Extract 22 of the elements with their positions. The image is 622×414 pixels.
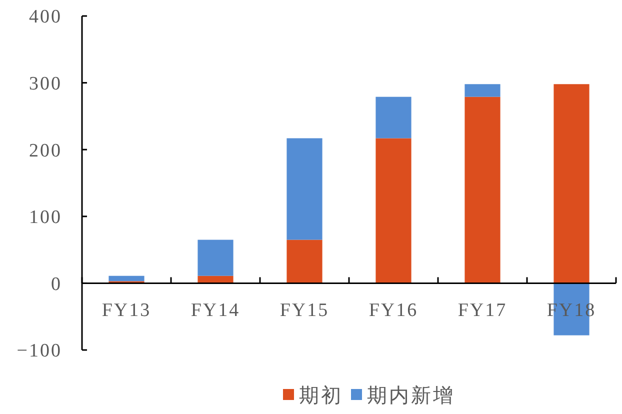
legend-label: 期内新增 [367, 385, 455, 407]
bar [464, 84, 500, 97]
x-tick-label: FY13 [102, 300, 152, 322]
bar [464, 96, 500, 284]
x-tick-label: FY17 [458, 300, 508, 322]
x-tick-label: FY15 [280, 300, 330, 322]
bar [286, 240, 322, 284]
x-tick-label: FY16 [368, 300, 418, 322]
y-tick-label: 0 [51, 274, 62, 295]
bar [376, 96, 412, 138]
bar [198, 240, 234, 276]
y-tick-label: 400 [29, 6, 62, 28]
y-tick-label: −100 [16, 340, 62, 362]
y-tick-label: 200 [29, 140, 62, 162]
bar [376, 138, 412, 284]
bar [286, 138, 322, 240]
y-tick-label: 100 [29, 207, 62, 228]
legend-label: 期初 [299, 385, 343, 407]
x-tick-label: FY14 [190, 300, 240, 322]
y-tick-label: 300 [29, 73, 62, 94]
bar [108, 276, 144, 282]
bar [554, 84, 590, 284]
